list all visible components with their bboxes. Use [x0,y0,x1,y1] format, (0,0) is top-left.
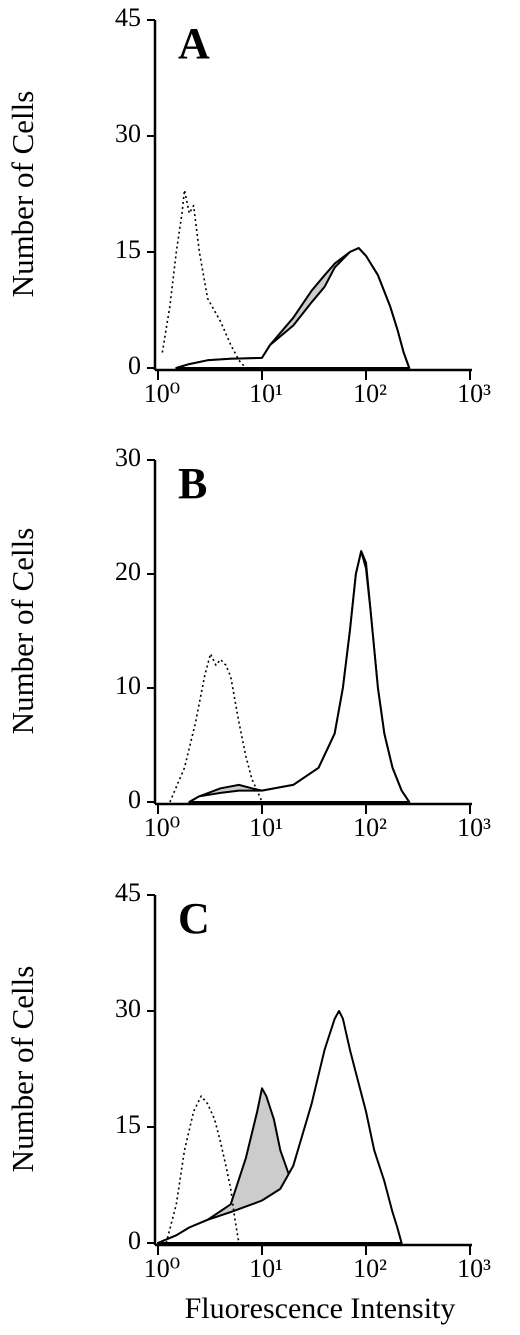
panel-label: A [178,19,210,68]
x-tick-label: 10¹ [249,813,283,842]
y-tick-label: 15 [115,1110,141,1139]
histogram [175,247,411,369]
histogram [157,1010,403,1244]
dotted-histogram [169,653,263,803]
x-tick-label: 10³ [457,813,491,842]
y-tick-label: 10 [115,671,141,700]
x-tick-label: 10³ [457,1254,491,1283]
x-tick-label: 10⁰ [144,1254,180,1283]
y-tick-label: 0 [128,1226,141,1255]
x-tick-label: 10⁰ [144,379,180,408]
panel-label: B [178,459,207,508]
y-tick-label: 20 [115,557,141,586]
x-axis-label: Fluorescence Intensity [185,1292,456,1325]
x-tick-label: 10⁰ [144,813,180,842]
y-tick-label: 30 [115,994,141,1023]
y-axis-label: Number of Cells [5,966,40,1173]
y-tick-label: 0 [128,785,141,814]
dotted-histogram [165,1095,240,1244]
y-tick-label: 30 [115,443,141,472]
x-tick-label: 10³ [457,379,491,408]
histogram [188,550,411,803]
x-tick-label: 10¹ [249,379,283,408]
panel-label: C [178,894,210,943]
x-tick-label: 10¹ [249,1254,283,1283]
x-tick-label: 10² [353,1254,387,1283]
dotted-histogram [161,189,247,369]
y-tick-label: 45 [115,878,141,907]
y-axis-label: Number of Cells [5,91,40,298]
y-tick-label: 15 [115,235,141,264]
y-tick-label: 45 [115,3,141,32]
y-axis-label: Number of Cells [5,528,40,735]
y-tick-label: 0 [128,351,141,380]
x-tick-label: 10² [353,813,387,842]
x-tick-label: 10² [353,379,387,408]
y-tick-label: 30 [115,119,141,148]
